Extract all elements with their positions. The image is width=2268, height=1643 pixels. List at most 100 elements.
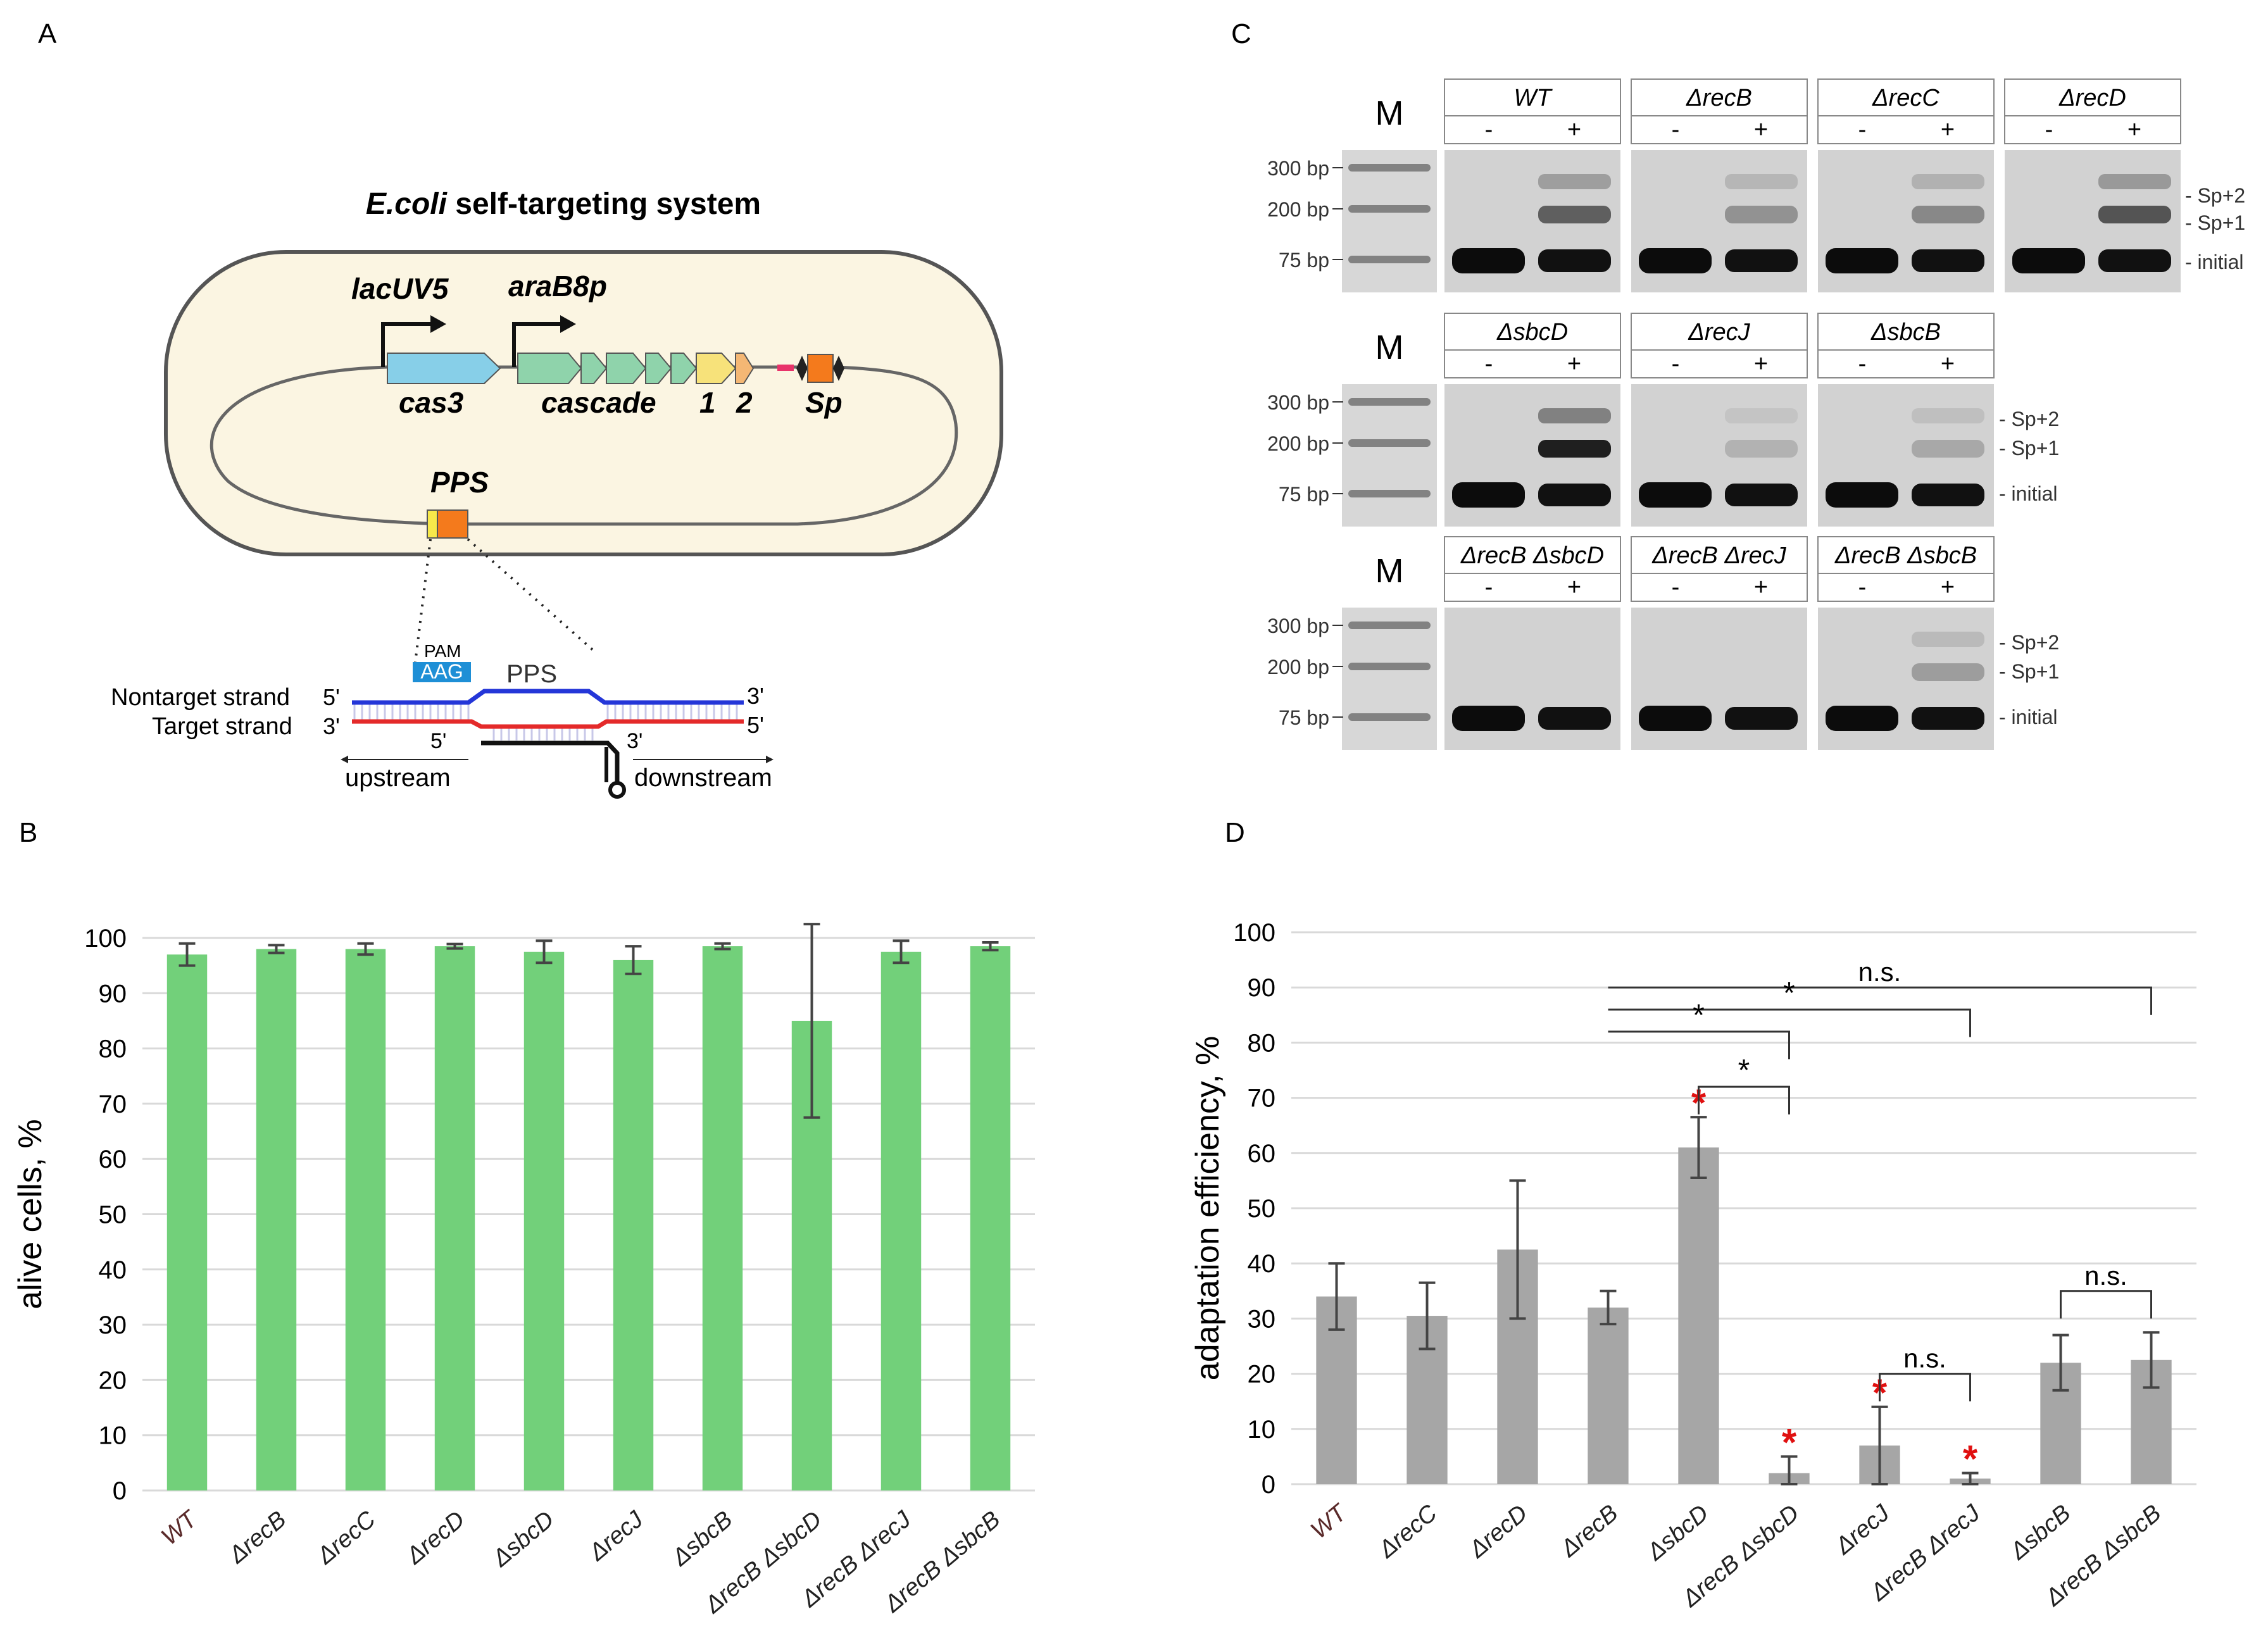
repeat-2 <box>833 356 844 381</box>
gel-band-sp2-plus <box>1912 174 1984 189</box>
significance-bracket <box>1608 986 2152 1015</box>
significance-bracket <box>1608 1030 1790 1059</box>
significance-bracket <box>1608 1008 1971 1037</box>
gel-strain-label: WT <box>1513 85 1553 111</box>
y-tick-label: 60 <box>1248 1140 1276 1168</box>
bp-label: 200 bp <box>1267 198 1329 221</box>
gene-cas3-label: cas3 <box>399 386 464 419</box>
bar <box>523 951 565 1490</box>
bar <box>702 946 743 1490</box>
schematic-title: E.coli self-targeting system <box>366 187 761 221</box>
x-tick-label: ΔsbcD <box>487 1506 560 1573</box>
significance-label: * <box>1783 977 1795 1010</box>
gel-plus-label: + <box>1941 116 1955 143</box>
y-tick-label: 100 <box>1233 919 1275 947</box>
y-tick-label: 90 <box>1248 974 1276 1002</box>
pam-box <box>413 662 471 682</box>
gel-minus-label: - <box>1672 116 1680 143</box>
marker-label: M <box>1375 328 1404 366</box>
y-tick-label: 0 <box>113 1477 127 1505</box>
downstream-label: downstream <box>634 764 772 792</box>
x-tick-label: ΔrecC <box>1374 1499 1443 1563</box>
gel-band-sp2-plus <box>1912 408 1984 423</box>
crrna-hairpin <box>608 781 626 799</box>
y-tick-label: 20 <box>99 1366 127 1394</box>
marker-band <box>1348 439 1431 447</box>
marker-label: M <box>1375 552 1404 590</box>
gel-band-sp1-plus <box>1725 440 1798 458</box>
gel-sign-header <box>1817 349 1995 378</box>
gel-band-initial-minus <box>2012 248 2085 273</box>
pps-label: PPS <box>430 466 489 499</box>
gel-lane-header <box>1817 536 1995 574</box>
marker-band <box>1348 622 1431 629</box>
bp-label: 200 bp <box>1267 432 1329 455</box>
significance-star: * <box>1963 1438 1978 1480</box>
gel-plus-label: + <box>1941 351 1955 377</box>
band-size-label: - initial <box>1999 706 2057 728</box>
gel-minus-label: - <box>1858 351 1867 377</box>
gel-band-initial-plus <box>1725 249 1798 272</box>
y-tick-label: 80 <box>1248 1029 1276 1057</box>
gel-minus-label: - <box>1672 574 1680 601</box>
gel-sign-header <box>2004 115 2181 144</box>
gel-sign-header <box>1817 115 1995 144</box>
bp-label: 300 bp <box>1267 615 1329 637</box>
marker-label: M <box>1375 94 1404 132</box>
significance-star: * <box>1782 1421 1797 1463</box>
x-tick-label: ΔsbcB <box>667 1506 737 1572</box>
schematic-title-species: E.coli <box>366 187 448 221</box>
upstream-label: upstream <box>345 764 451 792</box>
pam-sequence: AAG <box>420 660 463 683</box>
crrna <box>481 740 620 785</box>
gel-band-initial-plus <box>1725 484 1798 506</box>
promoter-lacuv5-arrow <box>381 322 430 367</box>
bar <box>1678 1147 1719 1484</box>
bar <box>434 946 475 1490</box>
gel-band-initial-minus <box>1452 248 1525 273</box>
marker-band <box>1348 490 1431 497</box>
gel-strain-label: ΔsbcB <box>1870 319 1941 346</box>
gel-band-initial-plus <box>1538 249 1611 272</box>
panel-label-a: A <box>38 18 57 49</box>
x-tick-label: ΔrecB <box>223 1506 291 1569</box>
marker-lane <box>1342 384 1437 527</box>
gel-strain-label: ΔrecB ΔsbcD <box>1460 542 1604 569</box>
x-tick-label: ΔsbcB <box>2005 1500 2076 1566</box>
marker-lane <box>1342 150 1437 292</box>
gel-band-initial-minus <box>1452 482 1525 508</box>
x-tick-label: ΔrecJ <box>584 1506 649 1566</box>
gel-strain-label: ΔrecC <box>1872 85 1939 111</box>
target-strand-label: Target strand <box>152 713 292 740</box>
gel-sign-header <box>1817 573 1995 602</box>
bp-label: 300 bp <box>1267 391 1329 414</box>
band-size-label: - Sp+2 <box>1999 631 2059 654</box>
x-tick-label: ΔrecD <box>401 1506 470 1570</box>
y-tick-label: 70 <box>1248 1085 1276 1113</box>
gel-band-sp2-plus <box>1725 408 1798 423</box>
gel-band-sp1-plus <box>1912 663 1984 681</box>
spacer-box <box>807 354 834 383</box>
marker-band <box>1348 205 1431 213</box>
gene-cas2-label: 2 <box>736 386 753 419</box>
marker-band <box>1348 398 1431 406</box>
x-tick-label: ΔsbcD <box>1642 1500 1714 1566</box>
y-axis-label: alive cells, % <box>12 1119 49 1309</box>
y-tick-label: 100 <box>84 925 127 953</box>
y-tick-label: 10 <box>99 1422 127 1450</box>
bar <box>345 949 386 1490</box>
gel-lane-header <box>1631 78 1808 116</box>
gel-minus-label: - <box>1485 116 1493 143</box>
x-tick-label: ΔrecB <box>1555 1500 1623 1563</box>
gel-minus-label: - <box>1485 351 1493 377</box>
gene-cascade-5 <box>670 353 698 384</box>
gel-strain-label: ΔrecD <box>2058 85 2126 111</box>
y-tick-label: 50 <box>99 1201 127 1229</box>
gene-cascade-4 <box>645 353 672 384</box>
significance-bracket <box>1879 1373 1971 1402</box>
gel-strain-label: ΔrecB ΔrecJ <box>1651 542 1786 569</box>
x-tick-label: WT <box>156 1505 203 1551</box>
target-3prime: 3' <box>323 713 340 739</box>
gel-lane-header <box>1444 313 1621 351</box>
gel-band-initial-minus <box>1639 706 1712 731</box>
